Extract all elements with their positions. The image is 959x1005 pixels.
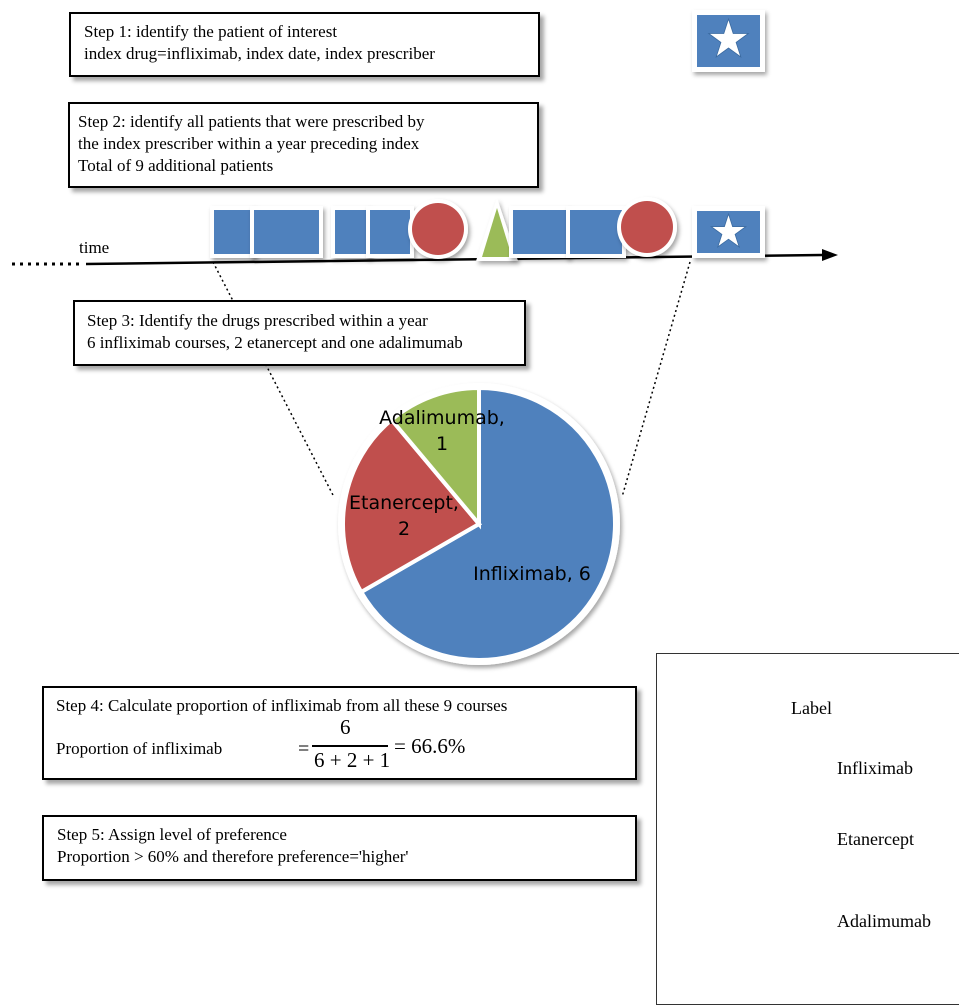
star-icon [709,212,748,249]
zoom-line-left [212,261,335,498]
pie-chart [338,383,620,665]
index-patient-icon [692,10,765,72]
pie-label-adalimumab: Adalimumab, 1 [379,407,505,455]
legend-title: Label [791,698,832,718]
pie-slice-infliximab [358,385,617,662]
star-icon [707,17,750,58]
step4-box: Step 4: Calculate proportion of inflixim… [42,686,637,780]
formula-denominator: 6 + 2 + 1 [314,748,391,772]
timeline-adalimumab-1 [476,198,518,261]
pie-labels: Infliximab, 6 Etanercept, 2 Adalimumab, 1 [349,407,591,585]
timeline-infliximab-4 [366,206,414,258]
step5-detail: Proportion > 60% and therefore preferenc… [57,847,409,866]
pie-label-infliximab: Infliximab, 6 [473,563,591,585]
timeline-infliximab-1 [210,206,256,258]
formula-result: = 66.6% [394,734,466,758]
step4-title: Step 4: Calculate proportion of inflixim… [56,696,508,715]
proportion-formula: Proportion of infliximab = 6 6 + 2 + 1 =… [44,716,624,776]
pie-slice-etanercept [341,416,483,595]
step2-detail: the index prescriber within a year prece… [78,134,420,153]
formula-label: Proportion of infliximab [56,739,223,758]
pie-slice-adalimumab [388,385,481,530]
fraction-bar [312,745,388,747]
step3-detail: 6 infliximab courses, 2 etanercept and o… [87,333,463,352]
timeline-shapes [210,197,765,261]
legend-label-infliximab: Infliximab [837,758,913,778]
timeline-infliximab-6 [566,206,626,258]
step1-detail: index drug=infliximab, index date, index… [84,44,435,63]
pie-label-etanercept: Etanercept, 2 [349,492,459,540]
step3-box: Step 3: Identify the drugs prescribed wi… [73,300,526,366]
step3-title: Step 3: Identify the drugs prescribed wi… [87,311,428,330]
formula-equals: = [298,738,310,760]
step2-box: Step 2: identify all patients that were … [68,102,539,188]
timeline-etanercept-2 [617,197,677,257]
step2-total: Total of 9 additional patients [78,156,274,175]
step2-title: Step 2: identify all patients that were … [78,112,425,131]
step5-title: Step 5: Assign level of preference [57,825,287,844]
timeline-infliximab-3 [331,206,371,258]
step5-box: Step 5: Assign level of preference Propo… [42,815,637,881]
timeline-etanercept-1 [408,199,468,259]
formula-numerator: 6 [340,715,351,739]
timeline-infliximab-2 [250,206,323,258]
legend-label-etanercept: Etanercept [837,829,914,849]
timeline-index-infliximab [692,206,765,258]
timeline-infliximab-5 [509,206,570,258]
step1-title: Step 1: identify the patient of interest [84,22,338,41]
legend-box: Label Infliximab Etanercept Adalimumab [656,653,959,1005]
timeline-label: time [79,238,110,257]
step1-box: Step 1: identify the patient of interest… [69,12,540,77]
zoom-line-right [621,261,691,498]
timeline-arrowhead [822,249,838,261]
legend-label-adalimumab: Adalimumab [837,911,931,931]
